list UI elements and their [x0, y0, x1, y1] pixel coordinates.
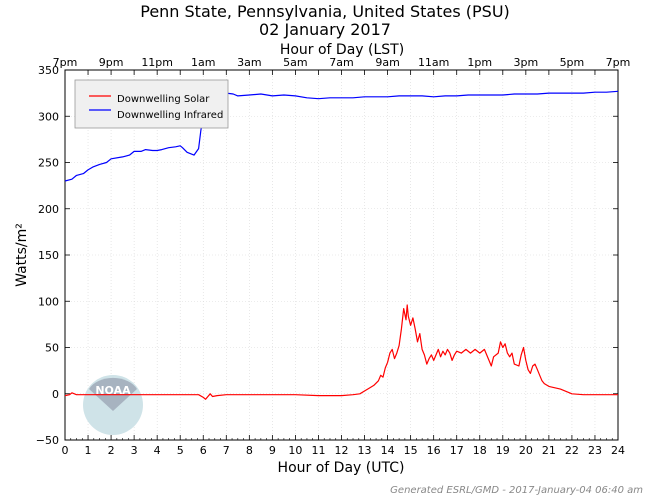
- top-tick-label: 9pm: [99, 56, 124, 69]
- x-tick-label: 0: [62, 444, 69, 457]
- x-tick-label: 6: [200, 444, 207, 457]
- y-tick-label: 150: [38, 249, 59, 262]
- top-axis: 7pm 9pm 11pm 1am 3am 5am 7am 9am 11am 1pm 3pm 5pm 7p…: [53, 56, 631, 69]
- top-tick-label: 1pm: [467, 56, 492, 69]
- x-tick-label: 15: [404, 444, 418, 457]
- x-tick-label: 17: [450, 444, 464, 457]
- chart-title: Penn State, Pennsylvania, United States …: [140, 2, 510, 21]
- x-tick-label: 5: [177, 444, 184, 457]
- top-tick-label: 11am: [418, 56, 449, 69]
- x-tick-label: 9: [269, 444, 276, 457]
- x-tick-label: 22: [565, 444, 579, 457]
- x-axis-label: Hour of Day (UTC): [278, 460, 405, 476]
- y-tick-label: 100: [38, 295, 59, 308]
- top-tick-label: 9am: [375, 56, 399, 69]
- x-tick-label: 12: [335, 444, 349, 457]
- top-axis-label: Hour of Day (LST): [280, 42, 404, 58]
- x-tick-label: 11: [311, 444, 325, 457]
- x-tick-label: 4: [154, 444, 161, 457]
- y-tick-label: 300: [38, 110, 59, 123]
- legend-label-infrared: Downwelling Infrared: [117, 110, 223, 121]
- x-tick-label: 13: [358, 444, 372, 457]
- y-tick-label: 250: [38, 157, 59, 170]
- legend: Downwelling Solar Downwelling Infrared: [74, 79, 229, 129]
- legend-label-solar: Downwelling Solar: [117, 94, 210, 105]
- grid: [65, 70, 618, 440]
- top-tick-label: 7pm: [606, 56, 631, 69]
- x-tick-label: 7: [223, 444, 230, 457]
- chart-subtitle: 02 January 2017: [259, 20, 391, 39]
- x-tick-label: 18: [473, 444, 487, 457]
- x-tick-label: 20: [519, 444, 533, 457]
- x-tick-label: 10: [288, 444, 302, 457]
- x-axis: 0 1 2 3 4 5 6 7 8 9 10 11 12 13 14 15 16 17 18 19 20 21 22 23 24: [62, 70, 625, 457]
- x-tick-label: 2: [108, 444, 115, 457]
- series-layer: [64, 90, 619, 400]
- y-axis-label: Watts/m²: [14, 223, 30, 287]
- noaa-logo: NOAA: [83, 375, 143, 435]
- top-tick-label: 7pm: [53, 56, 78, 69]
- x-tick-label: 3: [131, 444, 138, 457]
- y-tick-label: 50: [45, 342, 59, 355]
- x-tick-label: 23: [588, 444, 602, 457]
- y-axis: −50 0 50 100 150 200 250 300 350: [36, 64, 618, 447]
- top-tick-label: 5am: [283, 56, 307, 69]
- top-tick-label: 11pm: [141, 56, 173, 69]
- top-tick-label: 3am: [237, 56, 261, 69]
- y-tick-label: 0: [52, 388, 59, 401]
- y-tick-label: −50: [36, 434, 59, 447]
- x-tick-label: 21: [542, 444, 556, 457]
- footer-text: Generated ESRL/GMD - 2017-January-04 06:…: [390, 485, 643, 496]
- y-tick-label: 350: [38, 64, 59, 77]
- x-tick-label: 16: [427, 444, 441, 457]
- top-tick-label: 5pm: [560, 56, 585, 69]
- y-tick-label: 200: [38, 203, 59, 216]
- top-tick-label: 7am: [329, 56, 353, 69]
- logo-text: NOAA: [95, 384, 131, 397]
- x-tick-label: 24: [611, 444, 625, 457]
- top-tick-label: 1am: [191, 56, 215, 69]
- legend-box: [74, 79, 229, 129]
- series-line-downwelling-infrared: [64, 90, 619, 182]
- top-tick-label: 3pm: [513, 56, 538, 69]
- series-line-downwelling-solar: [64, 304, 618, 400]
- x-tick-label: 8: [246, 444, 253, 457]
- x-tick-label: 1: [85, 444, 92, 457]
- x-tick-label: 14: [381, 444, 395, 457]
- x-tick-label: 19: [496, 444, 510, 457]
